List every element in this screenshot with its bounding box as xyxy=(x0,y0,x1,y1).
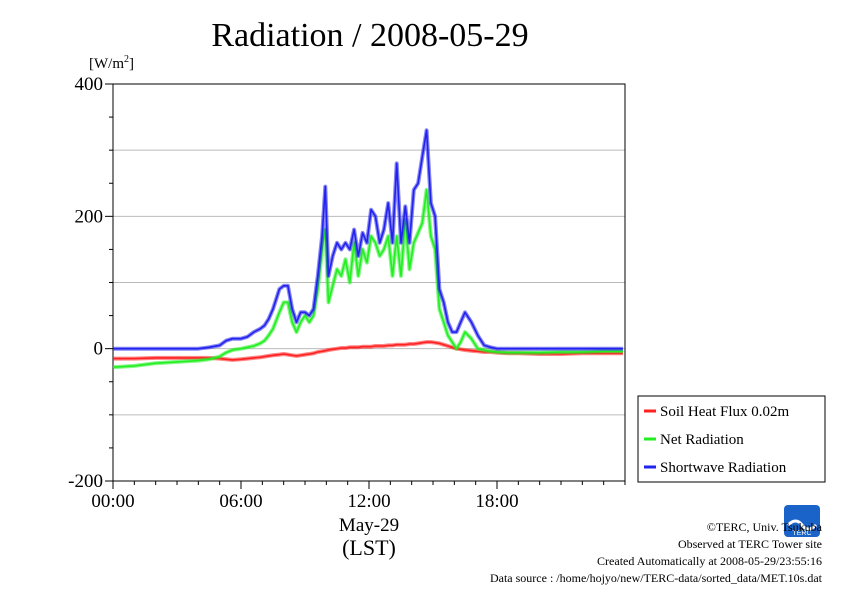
series-layer xyxy=(112,128,623,370)
series-line xyxy=(113,341,623,361)
footer: ©TERC, Univ. Tsukuba Observed at TERC To… xyxy=(490,519,822,587)
legend-box xyxy=(637,395,826,483)
gridlines xyxy=(113,149,625,416)
footer-created: Created Automatically at 2008-05-29/23:5… xyxy=(597,554,822,568)
y-tick-label: -200 xyxy=(68,471,103,492)
legend-label: Soil Heat Flux 0.02m xyxy=(660,404,790,420)
y-unit-label: [W/m2] xyxy=(89,54,134,72)
legend: Soil Heat Flux 0.02m Net Radiation Shortwa… xyxy=(637,395,826,483)
axes: -200 0 200 400 00:00 06:00 12:00 18:00 xyxy=(68,74,626,512)
series-line xyxy=(113,129,623,350)
legend-label: Shortwave Radiation xyxy=(660,460,787,476)
y-tick-label: 200 xyxy=(75,206,104,227)
footer-observed: Observed at TERC Tower site xyxy=(677,537,822,551)
x-tick-label: 06:00 xyxy=(219,491,262,512)
x-date-label: May-29 xyxy=(339,515,399,536)
footer-copyright: ©TERC, Univ. Tsukuba xyxy=(706,520,822,534)
logo-wave-icon xyxy=(786,519,818,531)
chart-title: Radiation / 2008-05-29 xyxy=(211,17,528,54)
x-tick-label: 18:00 xyxy=(475,491,518,512)
terc-logo: TERC xyxy=(784,505,820,537)
legend-label: Net Radiation xyxy=(660,432,744,448)
x-axis-label: (LST) xyxy=(342,535,396,560)
y-tick-label: 0 xyxy=(94,339,104,360)
series-line xyxy=(112,189,623,368)
footer-source: Data source : /home/hojyo/new/TERC-data/… xyxy=(489,571,822,585)
y-tick-label: 400 xyxy=(75,74,104,95)
x-tick-label: 00:00 xyxy=(91,491,134,512)
logo-text: TERC xyxy=(792,530,811,537)
x-tick-label: 12:00 xyxy=(347,491,390,512)
